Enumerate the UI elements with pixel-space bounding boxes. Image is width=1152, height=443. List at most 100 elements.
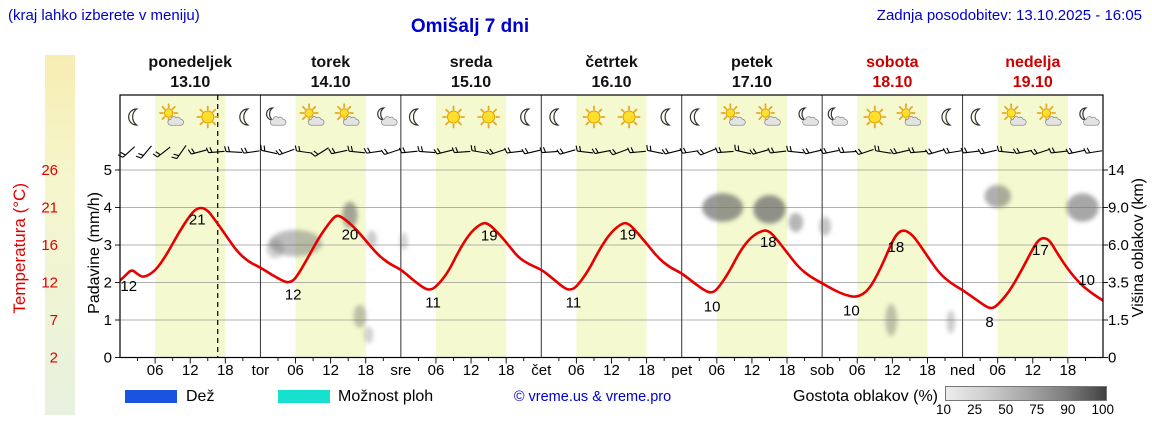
svg-text:12: 12 [744,362,761,379]
sun-cloud-icon [299,103,325,126]
cloud-blob [266,239,284,259]
cloud-blob [984,184,1011,208]
svg-text:21: 21 [189,212,206,229]
svg-text:18: 18 [638,362,655,379]
svg-text:12: 12 [322,362,339,379]
svg-text:18: 18 [760,234,777,251]
svg-text:sreda: sreda [450,54,493,71]
svg-text:3.5: 3.5 [1108,275,1129,292]
sun-cloud-icon [334,103,360,126]
wind-barbs [117,144,1103,160]
svg-text:12: 12 [884,362,901,379]
svg-text:5: 5 [104,162,112,179]
sun-icon [442,105,465,129]
showers-legend-swatch [278,390,330,403]
svg-text:0: 0 [104,350,112,367]
svg-text:2: 2 [50,350,58,367]
svg-text:06: 06 [568,362,585,379]
svg-text:21: 21 [41,200,58,217]
svg-text:19.10: 19.10 [1013,74,1053,91]
svg-text:17.10: 17.10 [732,74,772,91]
svg-text:18: 18 [217,362,234,379]
density-tick: 10 [936,402,952,417]
density-tick: 50 [998,402,1014,417]
weather-icons [128,103,1100,129]
svg-text:16.10: 16.10 [591,74,631,91]
svg-text:06: 06 [849,362,866,379]
svg-text:26: 26 [41,162,58,179]
svg-text:18: 18 [888,239,905,256]
gridlines [120,95,1103,358]
axis-ticks [115,169,1108,364]
svg-text:19: 19 [481,228,498,245]
svg-text:10: 10 [1078,272,1095,289]
svg-text:20: 20 [342,227,359,244]
svg-text:06: 06 [428,362,445,379]
svg-text:4: 4 [104,200,112,217]
svg-text:1: 1 [104,312,112,329]
svg-text:8: 8 [985,314,993,331]
svg-text:10: 10 [704,298,721,315]
location-menu-hint: (kraj lahko izberete v meniju) [8,7,200,24]
moon-cloud-icon [1079,107,1100,126]
copyright-link[interactable]: © vreme.us & vreme.pro [513,389,672,405]
moon-icon [520,108,531,126]
svg-text:14: 14 [1108,162,1125,179]
moon-icon [239,108,250,126]
cloud-density-gradient-bar [945,386,1107,401]
svg-text:06: 06 [708,362,725,379]
cloud-blob [1066,193,1099,222]
svg-text:06: 06 [147,362,164,379]
svg-text:četrtek: četrtek [585,54,638,71]
svg-text:2: 2 [104,275,112,292]
svg-text:3: 3 [104,237,112,254]
svg-text:1.5: 1.5 [1108,312,1129,329]
last-update-timestamp: Zadnja posodobitev: 13.10.2025 - 16:05 [876,7,1142,24]
svg-text:6.0: 6.0 [1108,237,1129,254]
day-bands [155,95,1068,358]
svg-text:18: 18 [357,362,374,379]
svg-text:11: 11 [425,295,441,312]
cloud-density-tick-labels: 10 25 50 75 90 100 [936,402,1114,417]
cloud-blob [366,230,377,248]
svg-text:sobota: sobota [866,54,919,71]
sun-cloud-icon [720,103,746,126]
svg-text:pet: pet [671,362,693,379]
svg-text:tor: tor [252,362,270,379]
cloud-blob [885,303,898,337]
moon-cloud-icon [798,107,819,126]
moon-cloud-icon [827,107,849,126]
svg-text:06: 06 [989,362,1006,379]
svg-text:petek: petek [731,54,773,71]
moon-icon [408,108,420,126]
temperature-value-labels: 21 20 19 19 18 18 17 12 12 11 11 10 10 8 10 [120,212,1095,331]
density-tick: 75 [1029,402,1045,417]
svg-text:13.10: 13.10 [170,74,210,91]
sun-icon [582,105,606,129]
sun-cloud-icon [896,103,922,126]
moon-icon [689,108,701,126]
svg-text:sob: sob [810,362,834,379]
cloud-blob [788,212,804,233]
sun-icon [196,105,220,129]
svg-text:torek: torek [311,54,350,71]
svg-text:12: 12 [463,362,480,379]
density-tick: 25 [967,402,983,417]
svg-text:sre: sre [390,362,411,379]
svg-text:ponedeljek: ponedeljek [148,54,232,71]
sun-cloud-icon [755,103,781,126]
showers-legend-label: Možnost ploh [338,388,434,405]
svg-text:15.10: 15.10 [451,74,491,91]
sun-cloud-icon [1036,103,1062,126]
sun-icon [863,105,887,129]
svg-text:14.10: 14.10 [311,74,351,91]
svg-text:11: 11 [566,295,582,312]
svg-text:06: 06 [287,362,304,379]
rain-legend-label: Dež [186,388,215,405]
x-axis-labels: 06 12 18 06 12 18 06 12 18 06 12 18 06 12 18 06 12 18 06 12… [147,362,1076,379]
svg-text:12: 12 [603,362,620,379]
svg-text:18: 18 [919,362,936,379]
svg-text:12: 12 [285,286,302,303]
sun-cloud-icon [1001,103,1027,126]
